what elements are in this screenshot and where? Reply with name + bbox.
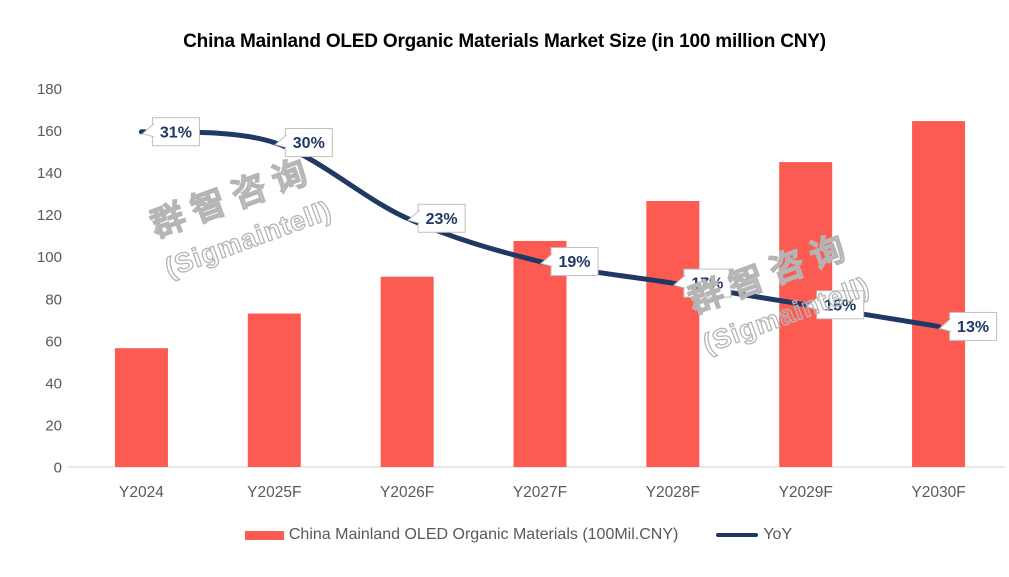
x-axis-label-Y2030F: Y2030F	[911, 484, 965, 501]
bar-Y2030F	[912, 121, 966, 468]
yoy-data-label: 15%	[824, 297, 856, 314]
callout-pointer-icon	[407, 209, 420, 224]
legend-item-bar-series: China Mainland OLED Organic Materials (1…	[244, 526, 679, 544]
callout-pointer-icon	[805, 296, 819, 311]
bar-Y2027F	[513, 240, 567, 467]
callout-box	[683, 268, 732, 298]
yoy-data-label: 19%	[558, 254, 590, 271]
bar-Y2024	[114, 348, 168, 467]
y-axis-tick: 40	[45, 375, 62, 392]
legend-item-line-series: YoY	[716, 526, 792, 544]
x-axis-label-Y2029F: Y2029F	[779, 484, 833, 501]
callout-box	[550, 247, 599, 277]
bar-Y2026F	[380, 276, 434, 467]
watermark-right: 群智咨询(Sigmaintell)	[683, 226, 874, 360]
y-axis-tick: 120	[37, 207, 62, 224]
callout-pointer-icon	[274, 134, 288, 149]
x-axis-label-Y2025F: Y2025F	[247, 484, 301, 501]
yoy-data-label: 30%	[293, 135, 325, 152]
x-axis-label-Y2028F: Y2028F	[646, 484, 700, 501]
yoy-data-label: 13%	[957, 319, 989, 336]
y-axis-tick: 60	[45, 333, 62, 350]
legend-bar-swatch-icon	[244, 530, 284, 540]
x-axis-label-Y2026F: Y2026F	[380, 484, 434, 501]
x-axis-label-Y2027F: Y2027F	[513, 484, 567, 501]
callout-box	[816, 290, 865, 320]
legend-line-swatch-icon	[716, 533, 759, 537]
yoy-line	[138, 129, 942, 329]
legend-line-label: YoY	[763, 526, 793, 543]
y-axis-tick: 100	[37, 249, 62, 266]
y-axis-tick: 180	[37, 81, 62, 98]
callout-pointer-icon	[938, 318, 952, 332]
y-axis-tick: 160	[37, 123, 62, 140]
yoy-data-label: 31%	[160, 124, 192, 141]
bar-Y2028F	[646, 200, 700, 468]
y-axis-tick: 140	[37, 165, 62, 182]
y-axis-tick: 80	[45, 291, 62, 308]
y-axis-tick: 0	[54, 460, 62, 477]
callout-pointer-icon	[672, 274, 686, 289]
y-axis-tick: 20	[45, 417, 62, 434]
callout-box	[284, 128, 333, 158]
bar-Y2025F	[247, 313, 301, 467]
legend: China Mainland OLED Organic Materials (1…	[14, 526, 1009, 544]
callout-box	[151, 117, 200, 147]
yoy-data-label: 23%	[426, 211, 458, 228]
legend-bar-label: China Mainland OLED Organic Materials (1…	[288, 526, 679, 543]
callout-pointer-icon	[141, 123, 155, 138]
chart-title: China Mainland OLED Organic Materials Ma…	[183, 31, 826, 52]
yoy-data-label: 17%	[691, 276, 723, 293]
callout-pointer-icon	[539, 253, 553, 268]
x-axis-label-Y2024: Y2024	[119, 484, 164, 501]
watermark-left: 群智咨询(Sigmaintell)	[145, 150, 336, 284]
